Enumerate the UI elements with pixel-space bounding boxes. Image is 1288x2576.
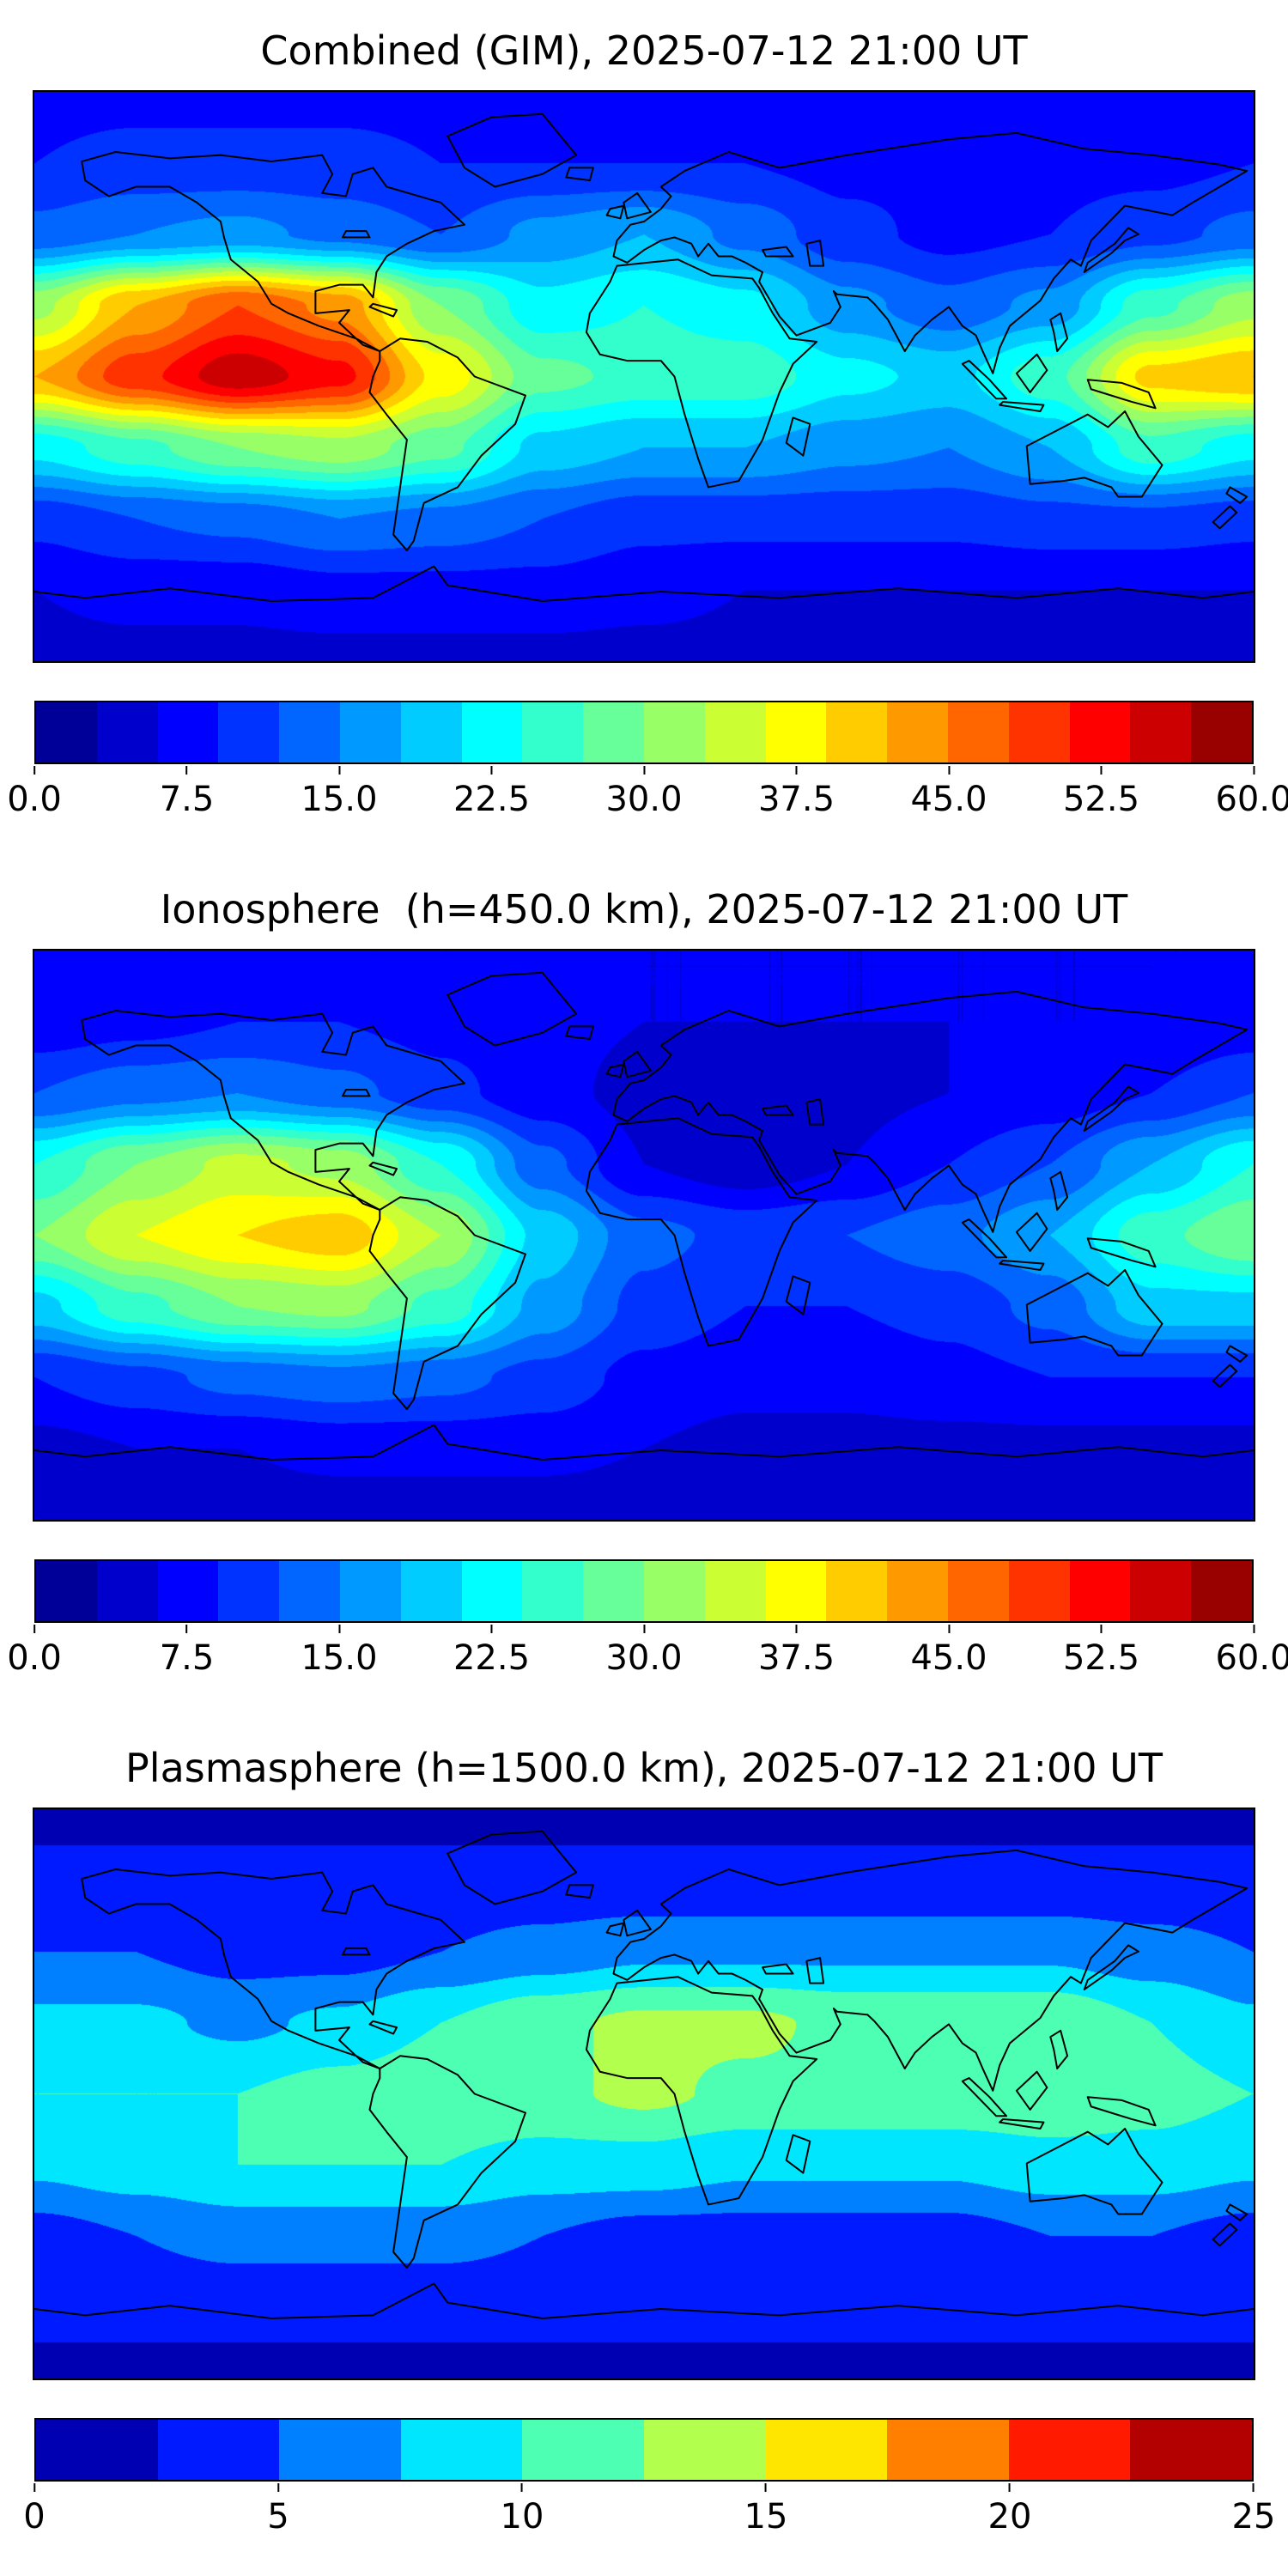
colorbar-segment — [400, 2419, 523, 2480]
colorbar-segment — [1008, 2419, 1131, 2480]
colorbar-segment — [36, 702, 97, 762]
map-plasmasphere — [33, 1807, 1255, 2380]
colorbar-segment — [1191, 702, 1252, 762]
colorbar-tick-label: 10 — [501, 2483, 544, 2537]
colorbar-segment — [157, 1560, 219, 1621]
colorbar-segment — [522, 2419, 644, 2480]
colorbar-tick-label: 22.5 — [453, 766, 530, 819]
colorbar-tick-label: 20 — [988, 2483, 1032, 2537]
colorbar-ticks-combined: 0.0 7.5 15.0 22.5 30.0 37.5 45.0 52.5 60.0 — [7, 766, 1288, 833]
colorbar-segment — [461, 702, 523, 762]
colorbar-segment — [279, 702, 340, 762]
colorbar-ionosphere — [34, 1558, 1254, 1623]
colorbar-segment — [1130, 702, 1192, 762]
colorbar-tick-label: 25 — [1232, 2483, 1276, 2537]
colorbar-segment — [1008, 1560, 1070, 1621]
colorbar-segment — [887, 2419, 1009, 2480]
colorbar-segment — [583, 702, 644, 762]
colorbar-plasmasphere — [34, 2417, 1254, 2482]
colorbar-segment — [400, 702, 462, 762]
colorbar-segment — [36, 2419, 158, 2480]
colorbar-tick-label: 37.5 — [758, 1625, 835, 1678]
colorbar-segment — [1069, 702, 1131, 762]
colorbar-tick-label: 52.5 — [1063, 766, 1139, 819]
colorbar-segment — [643, 2419, 766, 2480]
colorbar-tick-label: 45.0 — [910, 766, 987, 819]
colorbar-segment — [218, 702, 280, 762]
colorbar-segment — [279, 2419, 401, 2480]
colorbar-tick-label: 60.0 — [1215, 1625, 1288, 1678]
colorbar-tick-label: 15 — [744, 2483, 788, 2537]
colorbar-segment — [339, 1560, 401, 1621]
colorbar-segment — [461, 1560, 523, 1621]
colorbar-segment — [522, 1560, 584, 1621]
colorbar-segment — [947, 702, 1009, 762]
colorbar-tick-label: 52.5 — [1063, 1625, 1139, 1678]
colorbar-tick-label: 5 — [267, 2483, 289, 2537]
colorbar-segment — [400, 1560, 462, 1621]
colorbar-segment — [1069, 1560, 1131, 1621]
panel-combined-gim: Combined (GIM), 2025-07-12 21:00 UT 0.0 7… — [0, 0, 1288, 859]
colorbar-ticks-plasmasphere: 0 5 10 15 20 25 — [17, 2483, 1275, 2550]
tec-field-canvas — [34, 950, 1254, 1520]
colorbar-tick-label: 15.0 — [301, 1625, 377, 1678]
colorbar-segment — [826, 1560, 888, 1621]
colorbar-segment — [1130, 1560, 1192, 1621]
panel-title-combined: Combined (GIM), 2025-07-12 21:00 UT — [260, 27, 1028, 74]
colorbar-tick-label: 30.0 — [605, 1625, 682, 1678]
tec-field-canvas — [34, 91, 1254, 661]
colorbar-tick-label: 0.0 — [7, 766, 62, 819]
colorbar-segment — [522, 702, 584, 762]
colorbar-segment — [704, 702, 766, 762]
colorbar-segment — [279, 1560, 340, 1621]
colorbar-tick-label: 60.0 — [1215, 766, 1288, 819]
colorbar-ticks-ionosphere: 0.0 7.5 15.0 22.5 30.0 37.5 45.0 52.5 60.0 — [7, 1625, 1288, 1692]
tec-field-canvas — [34, 1808, 1254, 2379]
colorbar-segment — [887, 702, 948, 762]
colorbar-segment — [96, 1560, 158, 1621]
colorbar-segment — [339, 702, 401, 762]
colorbar-segment — [218, 1560, 280, 1621]
colorbar-segment — [765, 2419, 888, 2480]
colorbar-segment — [643, 1560, 705, 1621]
colorbar-segment — [765, 702, 827, 762]
colorbar-segment — [704, 1560, 766, 1621]
colorbar-tick-label: 30.0 — [605, 766, 682, 819]
colorbar-tick-label: 7.5 — [160, 766, 215, 819]
colorbar-segment — [157, 702, 219, 762]
colorbar-segment — [96, 702, 158, 762]
colorbar-tick-label: 0 — [23, 2483, 45, 2537]
coastlines-overlay — [34, 1809, 1254, 2379]
panel-title-plasmasphere: Plasmasphere (h=1500.0 km), 2025-07-12 2… — [125, 1745, 1163, 1791]
map-ionosphere — [33, 948, 1255, 1522]
map-combined — [33, 89, 1255, 663]
colorbar-segment — [765, 1560, 827, 1621]
colorbar-tick-label: 22.5 — [453, 1625, 530, 1678]
colorbar-tick-label: 45.0 — [910, 1625, 987, 1678]
colorbar-combined — [34, 700, 1254, 764]
panel-plasmasphere: Plasmasphere (h=1500.0 km), 2025-07-12 2… — [0, 1717, 1288, 2576]
colorbar-segment — [887, 1560, 948, 1621]
colorbar-segment — [36, 1560, 97, 1621]
colorbar-segment — [947, 1560, 1009, 1621]
colorbar-tick-label: 7.5 — [160, 1625, 215, 1678]
colorbar-segment — [826, 702, 888, 762]
colorbar-segment — [583, 1560, 644, 1621]
panel-ionosphere: Ionosphere (h=450.0 km), 2025-07-12 21:0… — [0, 859, 1288, 1717]
colorbar-segment — [1130, 2419, 1252, 2480]
coastlines-overlay — [34, 951, 1254, 1520]
colorbar-segment — [643, 702, 705, 762]
panel-title-ionosphere: Ionosphere (h=450.0 km), 2025-07-12 21:0… — [160, 886, 1128, 933]
coastlines-overlay — [34, 92, 1254, 661]
colorbar-tick-label: 0.0 — [7, 1625, 62, 1678]
colorbar-segment — [1008, 702, 1070, 762]
colorbar-tick-label: 15.0 — [301, 766, 377, 819]
colorbar-segment — [157, 2419, 280, 2480]
colorbar-segment — [1191, 1560, 1252, 1621]
colorbar-tick-label: 37.5 — [758, 766, 835, 819]
